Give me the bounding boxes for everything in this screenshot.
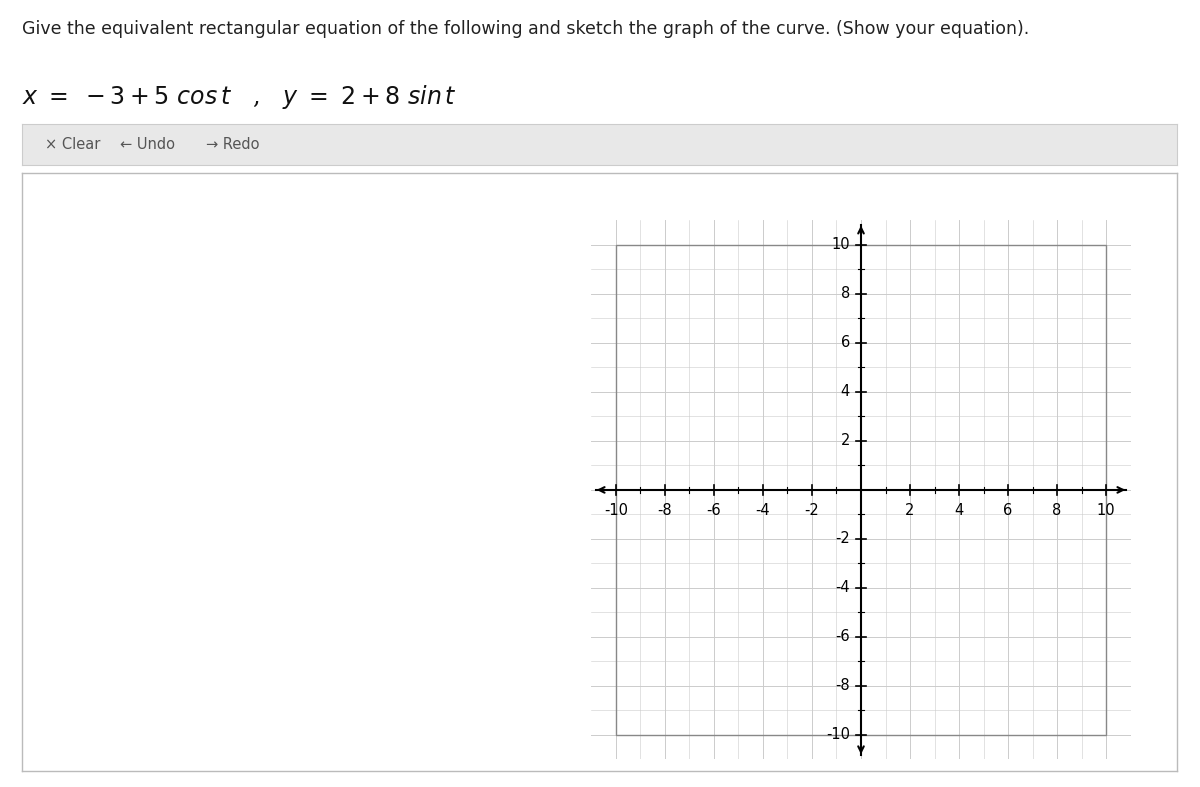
Text: 8: 8 (841, 286, 850, 301)
Text: $x\ =\ -3+5\ \mathit{cos}\,t$   ,   $y\ =\ 2+8\ \mathit{sin}\,t$: $x\ =\ -3+5\ \mathit{cos}\,t$ , $y\ =\ 2… (22, 83, 456, 111)
Text: 10: 10 (1097, 504, 1115, 519)
Text: Give the equivalent rectangular equation of the following and sketch the graph o: Give the equivalent rectangular equation… (22, 20, 1028, 38)
Text: -4: -4 (756, 504, 770, 519)
Text: 10: 10 (832, 238, 850, 253)
Text: -4: -4 (835, 581, 850, 596)
Text: -8: -8 (658, 504, 672, 519)
Text: 2: 2 (905, 504, 914, 519)
Text: -6: -6 (707, 504, 721, 519)
Text: 2: 2 (840, 434, 850, 449)
Text: -6: -6 (835, 630, 850, 645)
Text: 6: 6 (1003, 504, 1013, 519)
Text: 8: 8 (1052, 504, 1062, 519)
Text: -10: -10 (826, 727, 850, 742)
Text: -10: -10 (604, 504, 628, 519)
Text: 4: 4 (954, 504, 964, 519)
Text: → Redo: → Redo (206, 137, 260, 153)
Text: -2: -2 (835, 531, 850, 546)
Text: 4: 4 (841, 384, 850, 399)
Text: -8: -8 (835, 678, 850, 693)
Text: -2: -2 (805, 504, 820, 519)
Text: ← Undo: ← Undo (120, 137, 175, 153)
Text: × Clear: × Clear (44, 137, 100, 153)
Text: 6: 6 (841, 335, 850, 350)
